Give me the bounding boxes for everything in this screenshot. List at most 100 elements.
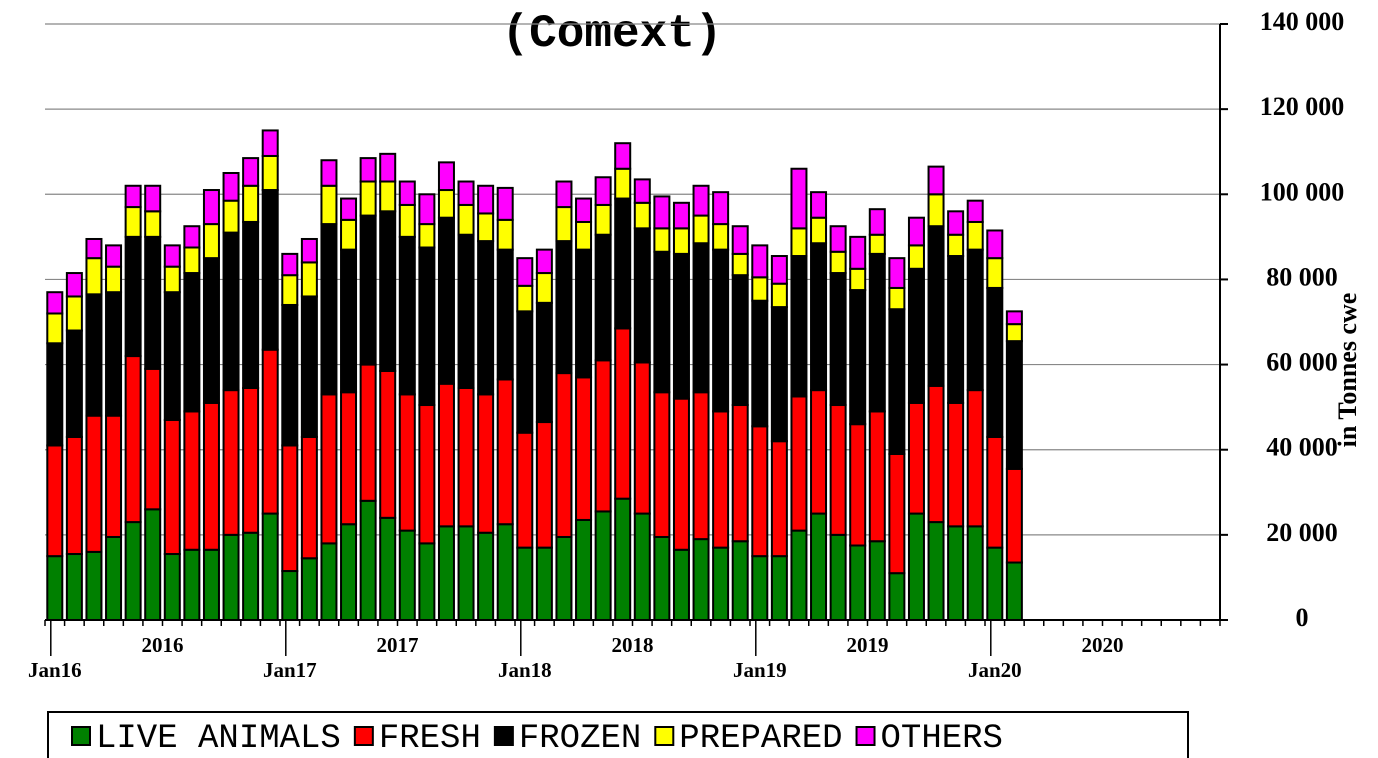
year-label: 2018 [612, 633, 654, 657]
bar-segment [829, 272, 847, 407]
bar-segment [144, 210, 162, 238]
bar-segment [222, 533, 240, 621]
bar-segment [810, 389, 828, 515]
bar-segment [594, 176, 612, 206]
y-tick-label: 140 000 [1260, 7, 1345, 36]
bar-segment [496, 378, 514, 526]
bar-segment [340, 197, 358, 221]
bar-segment [124, 521, 142, 621]
bar-segment [183, 246, 201, 275]
bar-segment [829, 533, 847, 621]
bar-segment [849, 289, 867, 426]
legend-swatch [855, 726, 876, 746]
bar-segment [477, 184, 495, 215]
bar-segment [751, 555, 769, 622]
bar-segment [653, 227, 671, 253]
bar-segment [418, 404, 436, 545]
bar-segment [692, 214, 710, 245]
bar-segment [712, 223, 730, 251]
bar-segment [163, 265, 181, 294]
y-tick-label: 0 [1296, 603, 1309, 632]
bar-segment [46, 291, 64, 315]
bar-segment [849, 235, 867, 270]
bar-segment [496, 523, 514, 622]
bar-segment [790, 395, 808, 532]
x-tick-label: Jan16 [28, 658, 82, 682]
bar-segment [535, 546, 553, 622]
bar-segment [437, 216, 455, 385]
bar-segment [731, 225, 749, 255]
bar-segment [966, 199, 984, 223]
bar-segment [437, 382, 455, 528]
bar-segment [477, 212, 495, 243]
bar-segment [966, 525, 984, 621]
bar-segment [359, 363, 377, 502]
bar-segment [281, 274, 299, 306]
bar-segment [1005, 340, 1023, 470]
bar-segment [653, 391, 671, 538]
legend-label: OTHERS [881, 720, 1003, 758]
bar-segment [731, 540, 749, 621]
bar-segment [633, 201, 651, 230]
bar-segment [437, 525, 455, 621]
legend-swatch [353, 726, 374, 746]
bar-segment [653, 195, 671, 230]
bar-segment [829, 250, 847, 275]
bar-segment [888, 257, 906, 289]
bar-segment [457, 525, 475, 621]
bar-segment [65, 329, 83, 438]
bar-segment [731, 252, 749, 277]
bar-segment [731, 404, 749, 543]
bar-segment [242, 531, 260, 622]
bar-segment [144, 184, 162, 213]
bar-segment [300, 557, 318, 621]
bar-segment [516, 546, 534, 622]
bar-segment [65, 435, 83, 556]
bar-segment [300, 237, 318, 264]
bar-segment [65, 295, 83, 332]
y-axis-label: in Tonnes cwe [1333, 293, 1362, 448]
bar-segment [437, 189, 455, 219]
bar-segment [457, 203, 475, 236]
bar-segment [202, 257, 220, 404]
bar-segment [770, 255, 788, 285]
bar-segment [281, 444, 299, 573]
bar-segment [340, 248, 358, 394]
bar-segment [790, 255, 808, 398]
legend-label: PREPARED [679, 720, 842, 758]
bar-segment [163, 418, 181, 556]
bar-segment [300, 295, 318, 438]
bar-segment [85, 293, 103, 417]
bar-segment [810, 242, 828, 392]
bar-segment [868, 233, 886, 255]
bar-segment [144, 508, 162, 622]
bar-segment [653, 250, 671, 394]
bar-segment [320, 542, 338, 621]
year-label: 2017 [377, 633, 419, 657]
bar-segment [927, 384, 945, 524]
bar-segment [672, 252, 690, 400]
bar-segment [986, 286, 1004, 438]
bar-segment [947, 255, 965, 404]
bar-segment [398, 203, 416, 238]
bar-segment [496, 186, 514, 221]
bar-segment [868, 208, 886, 236]
bar-segment [183, 548, 201, 621]
bar-segment [712, 546, 730, 622]
bar-segment [46, 342, 64, 447]
bar-segment [65, 272, 83, 298]
bar-segment [516, 284, 534, 313]
bar-segment [105, 291, 123, 417]
y-tick-label: 100 000 [1260, 177, 1345, 206]
bar-segment [770, 306, 788, 443]
bar-segment [85, 257, 103, 296]
bar-segment [457, 386, 475, 528]
bar-segment [751, 276, 769, 302]
bar-segment [751, 425, 769, 558]
bar-segment [222, 172, 240, 202]
bar-segment [770, 555, 788, 622]
bar-segment [672, 201, 690, 230]
bar-segment [300, 435, 318, 560]
bar-segment [810, 216, 828, 245]
bar-segment [124, 355, 142, 524]
